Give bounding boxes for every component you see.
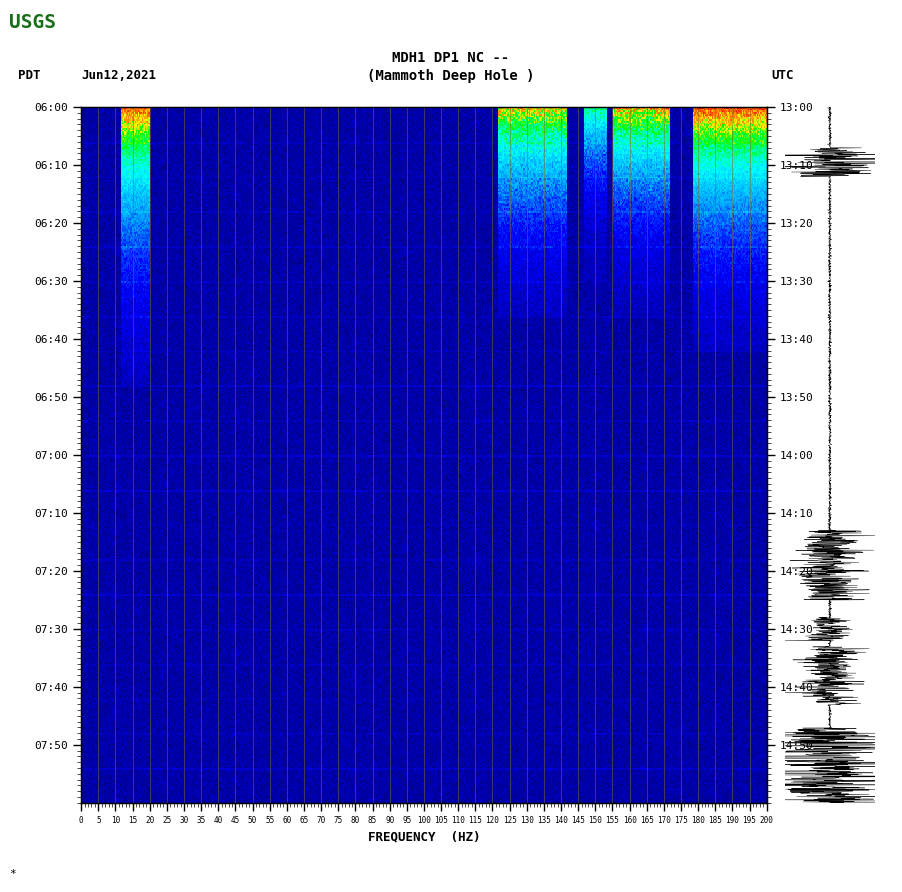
- Text: Jun12,2021: Jun12,2021: [81, 70, 156, 82]
- Text: *: *: [9, 869, 15, 880]
- Text: USGS: USGS: [9, 12, 56, 32]
- X-axis label: FREQUENCY  (HZ): FREQUENCY (HZ): [368, 830, 480, 844]
- Text: PDT: PDT: [18, 70, 41, 82]
- Text: (Mammoth Deep Hole ): (Mammoth Deep Hole ): [367, 69, 535, 83]
- Text: UTC: UTC: [771, 70, 794, 82]
- Text: MDH1 DP1 NC --: MDH1 DP1 NC --: [392, 51, 510, 65]
